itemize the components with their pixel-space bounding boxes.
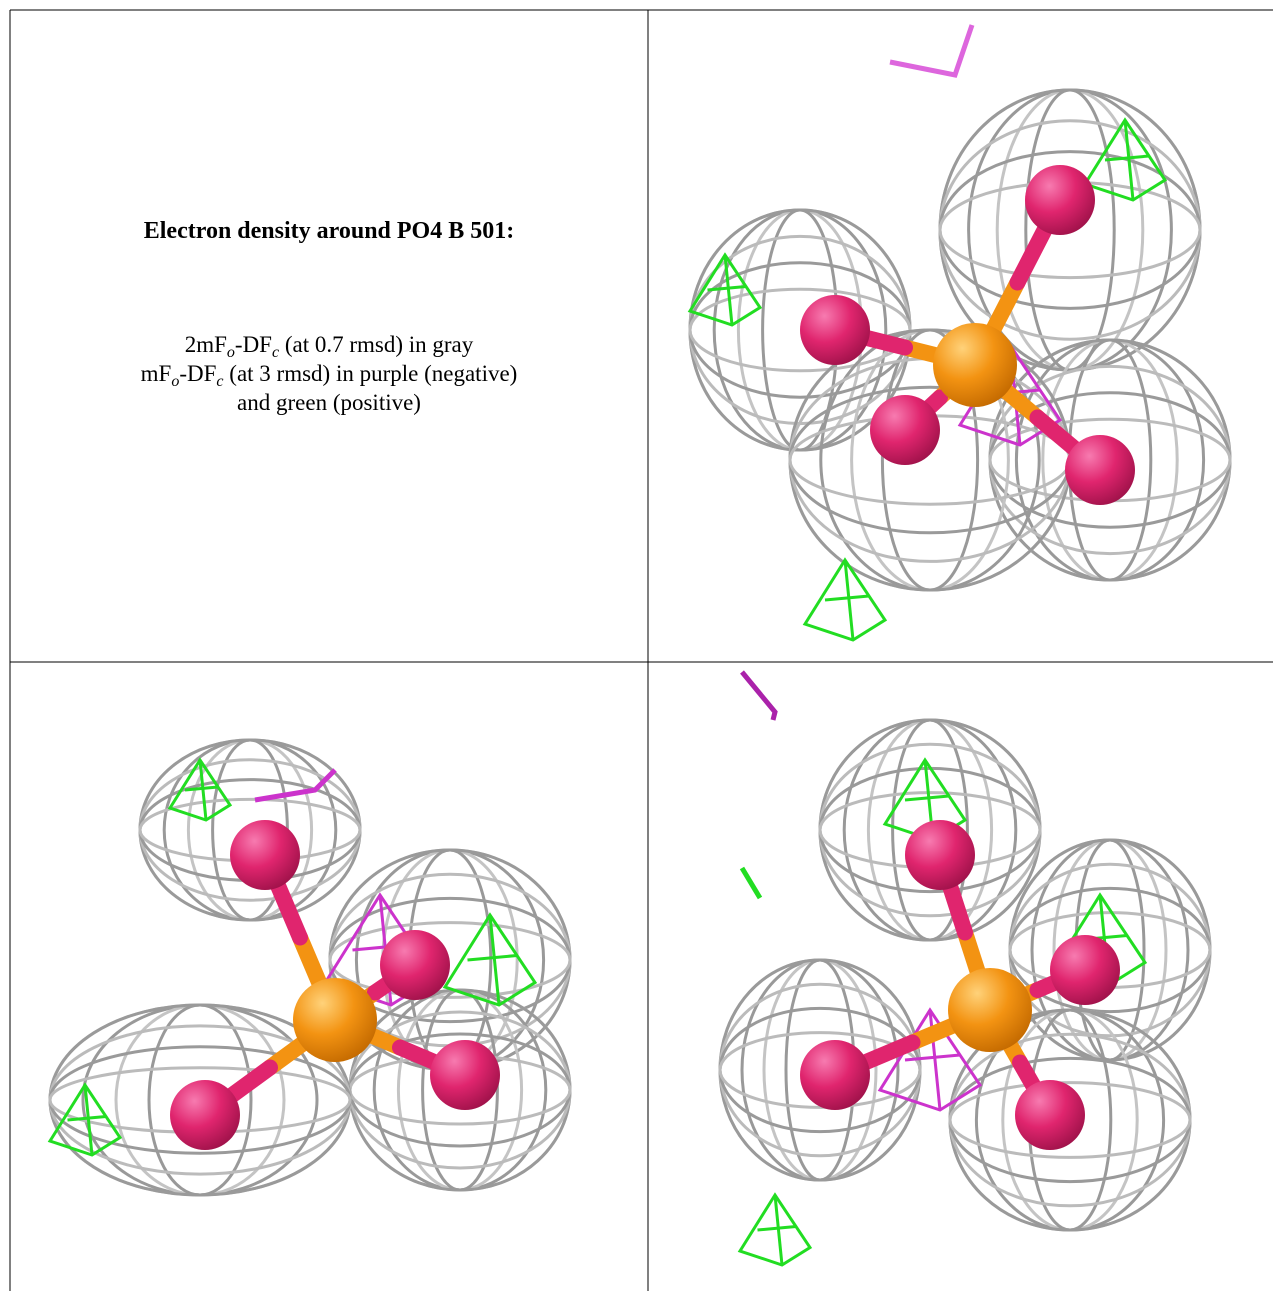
caption-line: mFo-DFc (at 3 rmsd) in purple (negative) [12, 359, 646, 388]
oxygen-atom [800, 295, 870, 365]
cage-edge [905, 796, 949, 800]
text: 2mF [185, 332, 227, 357]
stray-line [890, 25, 972, 75]
text: -DF [235, 332, 272, 357]
caption-line: 2mFo-DFc (at 0.7 rmsd) in gray [12, 330, 646, 359]
mesh-blob [790, 330, 1070, 590]
caption-cell: Electron density around PO4 B 501: 2mFo-… [12, 12, 646, 660]
phosphorus-atom [933, 323, 1017, 407]
oxygen-atom [1050, 935, 1120, 1005]
text: (at 0.7 rmsd) in gray [279, 332, 473, 357]
render-panel [690, 90, 1230, 640]
oxygen-atom [430, 1040, 500, 1110]
oxygen-atom [1025, 165, 1095, 235]
mesh-ring [790, 359, 1070, 562]
oxygen-atom [380, 930, 450, 1000]
text: (at 3 rmsd) in purple (negative) [224, 361, 518, 386]
stray-line [742, 868, 760, 898]
stray-line [742, 672, 775, 720]
caption-title: Electron density around PO4 B 501: [12, 218, 646, 245]
oxygen-atom [870, 395, 940, 465]
oxygen-atom [230, 820, 300, 890]
oxygen-atom [1065, 435, 1135, 505]
mesh-ring [790, 330, 1070, 590]
phosphorus-atom [293, 978, 377, 1062]
page: {"caption": { "title": "Electron density… [0, 0, 1273, 1291]
oxygen-atom [170, 1080, 240, 1150]
oxygen-atom [800, 1040, 870, 1110]
cage-edge [825, 596, 869, 600]
text: mF [141, 361, 172, 386]
text: and green (positive) [237, 390, 421, 415]
caption-lines: 2mFo-DFc (at 0.7 rmsd) in gray mFo-DFc (… [12, 330, 646, 417]
mesh-ring [330, 923, 570, 998]
diff-cage [740, 1195, 810, 1265]
text: -DF [179, 361, 216, 386]
render-panel [720, 720, 1210, 1265]
cage-edge [758, 1227, 797, 1231]
subscript: c [216, 373, 223, 390]
phosphorus-atom [948, 968, 1032, 1052]
render-panel [50, 740, 570, 1195]
oxygen-atom [905, 820, 975, 890]
caption-line: and green (positive) [12, 388, 646, 417]
oxygen-atom [1015, 1080, 1085, 1150]
